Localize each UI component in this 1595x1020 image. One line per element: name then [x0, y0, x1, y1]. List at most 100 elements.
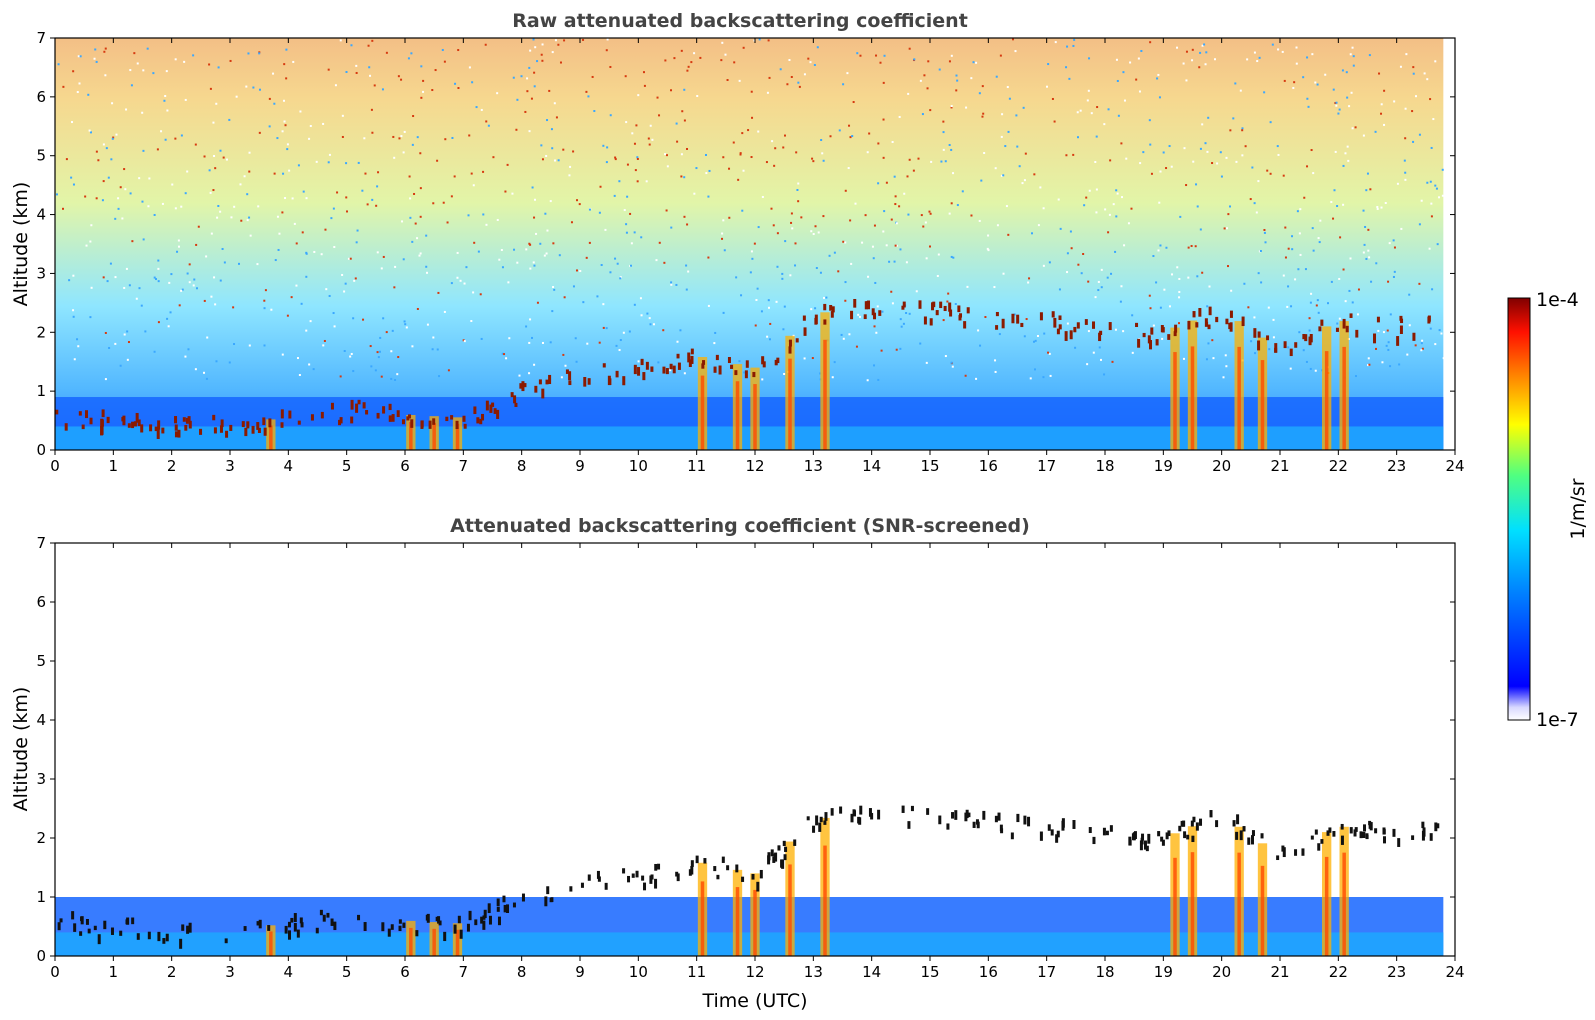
cloud-layer-mark — [1047, 824, 1051, 831]
noise-speckle — [854, 202, 857, 205]
cloud-layer-mark — [823, 319, 827, 325]
cloud-layer-mark — [718, 365, 722, 375]
cloud-layer-mark — [219, 425, 223, 433]
noise-speckle — [213, 276, 216, 279]
cloud-layer-mark — [829, 304, 833, 311]
noise-speckle — [645, 180, 648, 183]
cloud-layer-mark — [695, 855, 699, 864]
x-tick-label: 14 — [862, 963, 881, 981]
noise-speckle — [1302, 349, 1305, 352]
noise-speckle — [1342, 203, 1345, 206]
noise-speckle — [796, 188, 799, 191]
noise-speckle — [347, 257, 350, 260]
noise-speckle — [1059, 227, 1062, 230]
noise-speckle — [705, 172, 708, 175]
noise-speckle — [203, 371, 206, 374]
noise-speckle — [1351, 46, 1354, 49]
noise-speckle — [125, 108, 128, 111]
cloud-layer-mark — [665, 368, 669, 375]
noise-speckle — [582, 301, 585, 304]
noise-speckle — [1021, 182, 1024, 185]
noise-speckle — [978, 92, 981, 95]
noise-speckle — [1342, 268, 1345, 271]
noise-speckle — [803, 357, 806, 360]
cloud-layer-mark — [110, 927, 114, 935]
cloud-layer-mark — [1076, 322, 1080, 329]
noise-speckle — [1334, 102, 1337, 105]
noise-speckle — [203, 155, 206, 158]
noise-speckle — [403, 320, 406, 323]
x-tick-label: 9 — [575, 963, 585, 981]
noise-speckle — [646, 312, 649, 315]
noise-speckle — [507, 281, 510, 284]
noise-speckle — [333, 325, 336, 328]
noise-speckle — [859, 54, 862, 57]
noise-speckle — [902, 322, 905, 325]
cloud-layer-mark — [131, 917, 135, 925]
cloud-layer-mark — [410, 419, 414, 428]
noise-speckle — [873, 224, 876, 227]
noise-speckle — [1225, 365, 1228, 368]
noise-speckle — [726, 79, 729, 82]
noise-speckle — [457, 49, 460, 52]
noise-speckle — [107, 176, 110, 179]
noise-speckle — [160, 130, 163, 133]
cloud-layer-mark — [812, 825, 816, 833]
cloud-layer-mark — [966, 307, 970, 314]
noise-speckle — [1389, 313, 1392, 316]
cloud-layer-mark — [1027, 816, 1031, 827]
noise-speckle — [1386, 329, 1389, 332]
noise-speckle — [1116, 79, 1119, 82]
noise-speckle — [397, 75, 400, 78]
y-tick-label: 0 — [36, 441, 46, 459]
cloud-layer-mark — [878, 310, 882, 316]
noise-speckle — [233, 343, 236, 346]
noise-speckle — [1080, 272, 1083, 275]
noise-speckle — [670, 281, 673, 284]
noise-speckle — [1253, 51, 1256, 54]
x-tick-label: 18 — [1095, 457, 1114, 475]
noise-speckle — [1152, 255, 1155, 258]
noise-speckle — [749, 271, 752, 274]
noise-speckle — [361, 189, 364, 192]
noise-speckle — [722, 219, 725, 222]
noise-speckle — [994, 359, 997, 362]
noise-speckle — [1057, 198, 1060, 201]
noise-speckle — [1387, 280, 1390, 283]
noise-speckle — [1404, 178, 1407, 181]
noise-speckle — [1344, 300, 1347, 303]
cloud-layer-mark — [288, 410, 292, 419]
noise-speckle — [847, 167, 850, 170]
cloud-layer-mark — [871, 308, 875, 316]
noise-speckle — [1380, 206, 1383, 209]
cloud-layer-mark — [1376, 316, 1380, 323]
noise-speckle — [177, 245, 180, 248]
noise-speckle — [496, 92, 499, 95]
cloud-layer-mark — [246, 421, 250, 429]
noise-speckle — [738, 360, 741, 363]
noise-speckle — [409, 197, 412, 200]
noise-speckle — [219, 279, 222, 282]
noise-speckle — [305, 252, 308, 255]
noise-speckle — [1244, 145, 1247, 148]
noise-speckle — [1122, 330, 1125, 333]
x-tick-label: 11 — [687, 457, 706, 475]
noise-speckle — [209, 191, 212, 194]
noise-speckle — [420, 65, 423, 68]
noise-speckle — [126, 358, 129, 361]
cloud-layer-mark — [127, 423, 131, 428]
noise-speckle — [1381, 361, 1384, 364]
noise-speckle — [467, 214, 470, 217]
noise-speckle — [924, 221, 927, 224]
cloud-layer-mark — [690, 866, 694, 875]
noise-speckle — [117, 197, 120, 200]
cloud-column-core — [700, 881, 705, 956]
cloud-layer-mark — [850, 813, 854, 823]
noise-speckle — [104, 331, 107, 334]
noise-speckle — [349, 355, 352, 358]
noise-speckle — [71, 121, 74, 124]
noise-speckle — [1107, 231, 1110, 234]
noise-speckle — [94, 48, 97, 51]
noise-speckle — [1116, 192, 1119, 195]
noise-speckle — [454, 82, 457, 85]
